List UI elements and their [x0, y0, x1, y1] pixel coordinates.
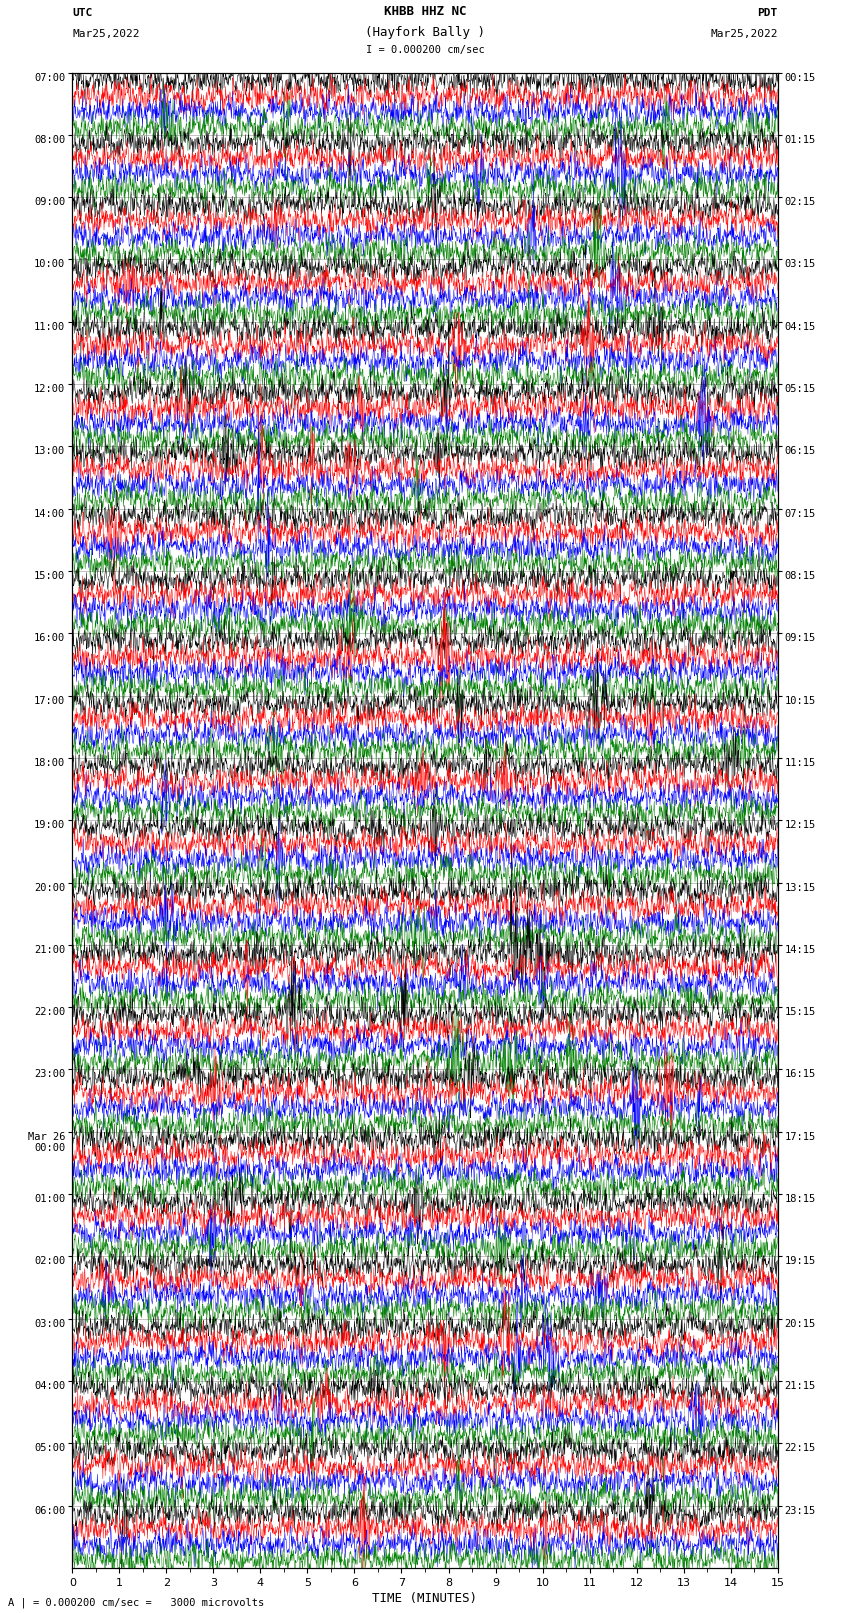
- Text: (Hayfork Bally ): (Hayfork Bally ): [365, 26, 485, 39]
- Text: UTC: UTC: [72, 8, 93, 18]
- Text: PDT: PDT: [757, 8, 778, 18]
- Text: I = 0.000200 cm/sec: I = 0.000200 cm/sec: [366, 45, 484, 55]
- Text: A | = 0.000200 cm/sec =   3000 microvolts: A | = 0.000200 cm/sec = 3000 microvolts: [8, 1597, 264, 1608]
- X-axis label: TIME (MINUTES): TIME (MINUTES): [372, 1592, 478, 1605]
- Text: Mar25,2022: Mar25,2022: [711, 29, 778, 39]
- Text: Mar25,2022: Mar25,2022: [72, 29, 139, 39]
- Text: KHBB HHZ NC: KHBB HHZ NC: [383, 5, 467, 18]
